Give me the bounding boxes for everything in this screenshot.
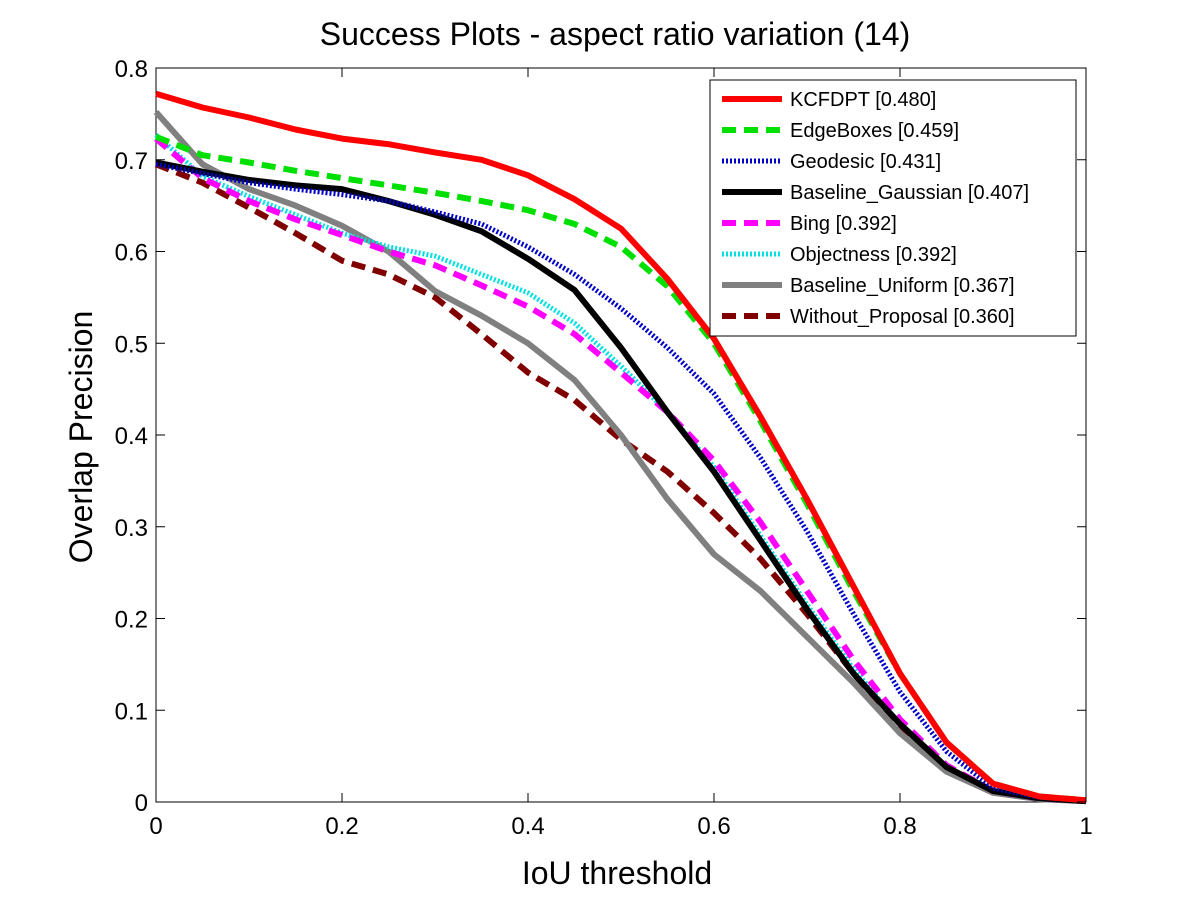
y-tick-label: 0.2 <box>115 607 148 634</box>
y-tick-label: 0.8 <box>115 56 148 83</box>
legend: KCFDPT [0.480] EdgeBoxes [0.459] Geodesic … <box>709 79 1077 337</box>
x-tick-label: 0.4 <box>511 813 544 840</box>
x-tick-label: 0.6 <box>697 813 730 840</box>
legend-label: Baseline_Gaussian [0.407] <box>790 182 1029 204</box>
x-tick-label: 1 <box>1079 813 1092 840</box>
legend-label: Geodesic [0.431] <box>790 151 941 173</box>
y-tick-label: 0.4 <box>115 423 148 450</box>
y-tick-label: 0.3 <box>115 515 148 542</box>
y-axis-title: Overlap Precision <box>63 311 99 564</box>
x-tick-label: 0 <box>149 813 162 840</box>
y-tick-label: 0.1 <box>115 698 148 725</box>
legend-label: Bing [0.392] <box>790 213 897 235</box>
series-line-kcfdpt <box>155 90 1087 804</box>
series-line-edgeboxes <box>154 134 1087 804</box>
legend-box <box>709 79 1077 337</box>
series-layer <box>153 90 1087 805</box>
legend-label: KCFDPT [0.480] <box>790 89 936 111</box>
legend-label: Baseline_Uniform [0.367] <box>790 275 1015 297</box>
series-line-baseline-uniform <box>153 110 1087 805</box>
series-line-geodesic <box>155 161 1087 803</box>
legend-label: EdgeBoxes [0.459] <box>790 120 959 142</box>
x-tick-label: 0.2 <box>325 813 358 840</box>
x-axis-title: IoU threshold <box>522 855 712 891</box>
series-line-baseline-gaussian <box>155 159 1087 805</box>
chart-title: Success Plots - aspect ratio variation (… <box>320 16 910 52</box>
y-tick-label: 0.5 <box>115 331 148 358</box>
y-tick-label: 0.7 <box>115 148 148 175</box>
ticks-layer: 0 0.2 0.4 0.6 0.8 1 0 0.1 0.2 0.3 0.4 0.5 0.6 0.7 0.8 <box>115 56 1093 840</box>
x-tick-label: 0.8 <box>883 813 916 840</box>
y-tick-label: 0.6 <box>115 240 148 267</box>
legend-label: Without_Proposal [0.360] <box>790 306 1015 328</box>
legend-label: Objectness [0.392] <box>790 244 957 266</box>
y-tick-label: 0 <box>135 790 148 817</box>
